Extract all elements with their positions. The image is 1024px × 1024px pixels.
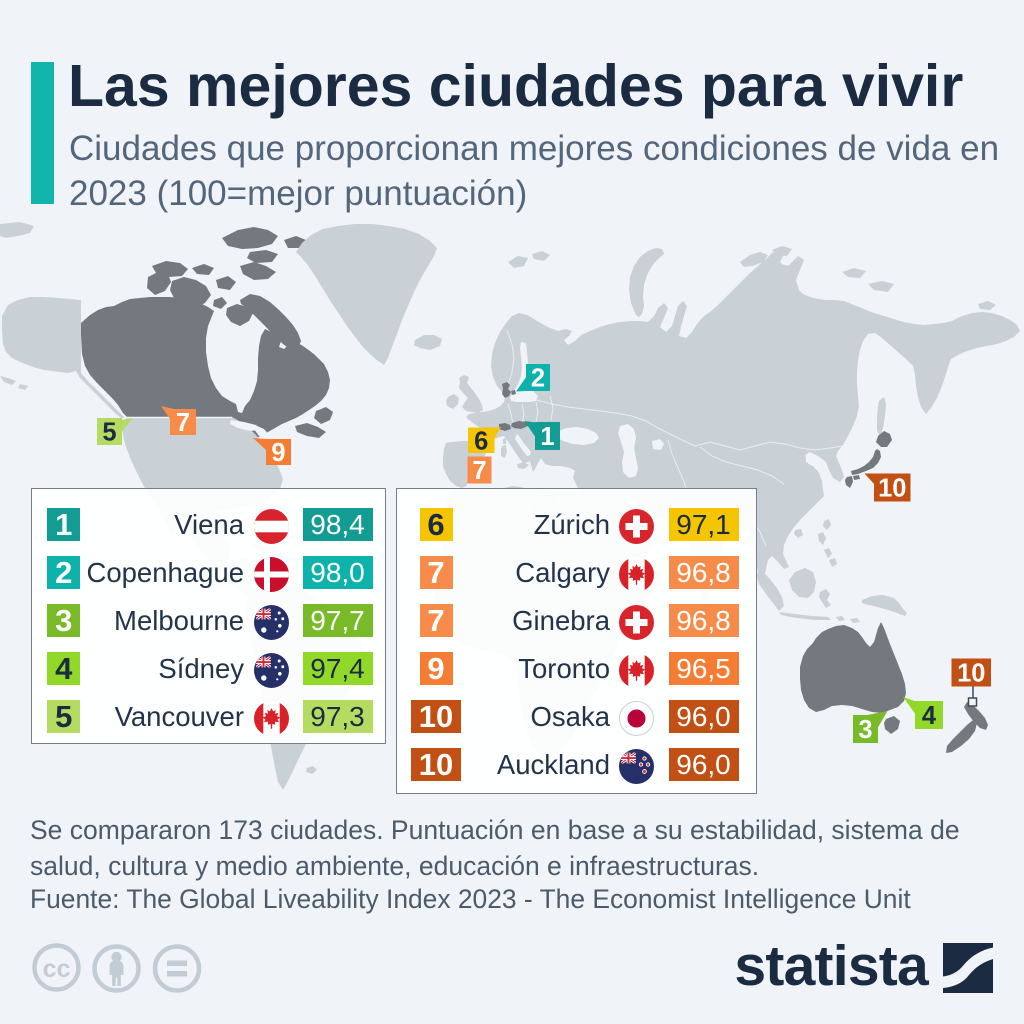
svg-text:2: 2: [531, 365, 545, 393]
svg-text:9: 9: [271, 439, 285, 467]
svg-text:7: 7: [176, 409, 190, 437]
svg-text:3: 3: [858, 716, 872, 744]
svg-text:6: 6: [474, 427, 488, 455]
svg-text:4: 4: [922, 702, 937, 730]
svg-text:1: 1: [540, 423, 554, 451]
svg-text:cc: cc: [43, 955, 71, 983]
svg-text:10: 10: [957, 660, 985, 688]
svg-text:7: 7: [472, 457, 486, 485]
svg-text:5: 5: [102, 419, 116, 447]
svg-text:10: 10: [878, 475, 906, 503]
